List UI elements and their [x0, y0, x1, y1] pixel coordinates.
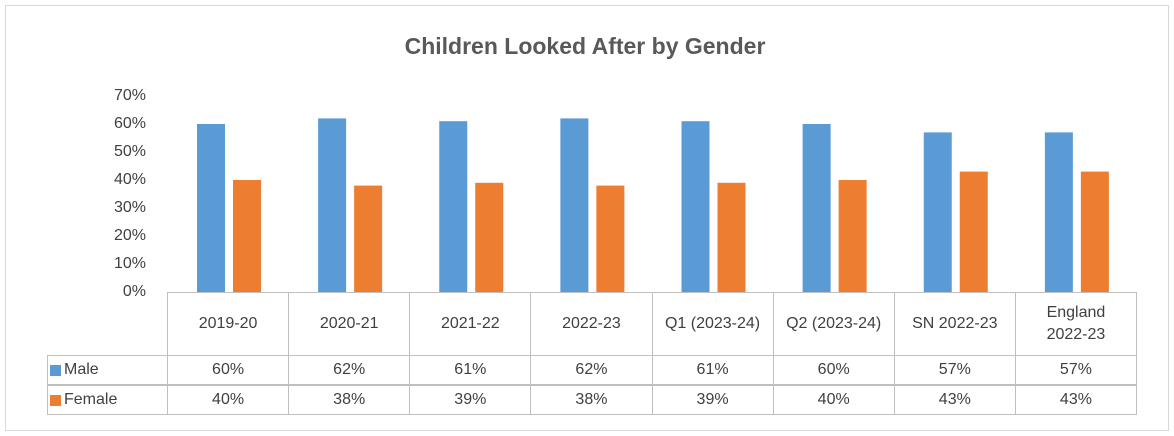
- value-label: 40%: [772, 385, 895, 415]
- y-tick-label: 30%: [114, 199, 146, 216]
- bar: [318, 118, 347, 293]
- x-tick-label: 2021-22: [409, 292, 532, 356]
- legend-entry: Female: [47, 385, 168, 415]
- bar: [233, 180, 261, 292]
- value-label: 57%: [1014, 355, 1137, 385]
- value-label: 62%: [288, 355, 411, 385]
- y-tick-label: 50%: [114, 143, 146, 160]
- bar: [475, 182, 504, 292]
- bar: [802, 124, 831, 292]
- value-label: 38%: [288, 385, 411, 415]
- x-tick-label: Q2 (2023-24): [772, 292, 895, 356]
- value-label: 43%: [893, 385, 1016, 415]
- legend-key: [50, 394, 61, 406]
- bar: [1044, 132, 1073, 292]
- value-label: 40%: [167, 385, 290, 415]
- legend-entry: Male: [47, 355, 168, 385]
- legend-key: [50, 364, 61, 376]
- bar: [1080, 171, 1109, 292]
- x-tick-label: England 2022-23: [1014, 292, 1137, 356]
- y-tick-label: 10%: [114, 255, 146, 272]
- x-tick-label: 2020-21: [288, 292, 411, 356]
- value-label: 39%: [651, 385, 774, 415]
- value-label: 43%: [1014, 385, 1137, 415]
- chart-title: Children Looked After by Gender: [405, 33, 766, 59]
- bar: [717, 182, 746, 292]
- x-tick-label: Q1 (2023-24): [651, 292, 774, 356]
- value-label: 61%: [651, 355, 774, 385]
- value-label: 60%: [772, 355, 895, 385]
- value-label: 39%: [409, 385, 532, 415]
- y-tick-label: 70%: [114, 87, 146, 104]
- bar: [439, 121, 468, 292]
- bar: [959, 171, 988, 292]
- value-label: 38%: [530, 385, 653, 415]
- y-tick-label: 0%: [123, 283, 146, 300]
- bar: [838, 180, 867, 292]
- bar: [354, 185, 383, 292]
- legend-label: Female: [64, 391, 118, 408]
- bar: [197, 124, 225, 292]
- bar: [560, 118, 589, 293]
- chart-border: [5, 5, 1169, 431]
- bar: [681, 121, 710, 292]
- x-tick-label: SN 2022-23: [893, 292, 1016, 356]
- y-tick-label: 60%: [114, 115, 146, 132]
- value-label: 61%: [409, 355, 532, 385]
- bar: [596, 185, 625, 292]
- value-label: 60%: [167, 355, 290, 385]
- x-tick-label: 2022-23: [530, 292, 653, 356]
- value-label: 62%: [530, 355, 653, 385]
- y-tick-label: 20%: [114, 227, 146, 244]
- x-tick-label: 2019-20: [167, 292, 290, 356]
- y-tick-label: 40%: [114, 171, 146, 188]
- value-label: 57%: [893, 355, 1016, 385]
- bar: [923, 132, 952, 292]
- legend-label: Male: [64, 361, 99, 378]
